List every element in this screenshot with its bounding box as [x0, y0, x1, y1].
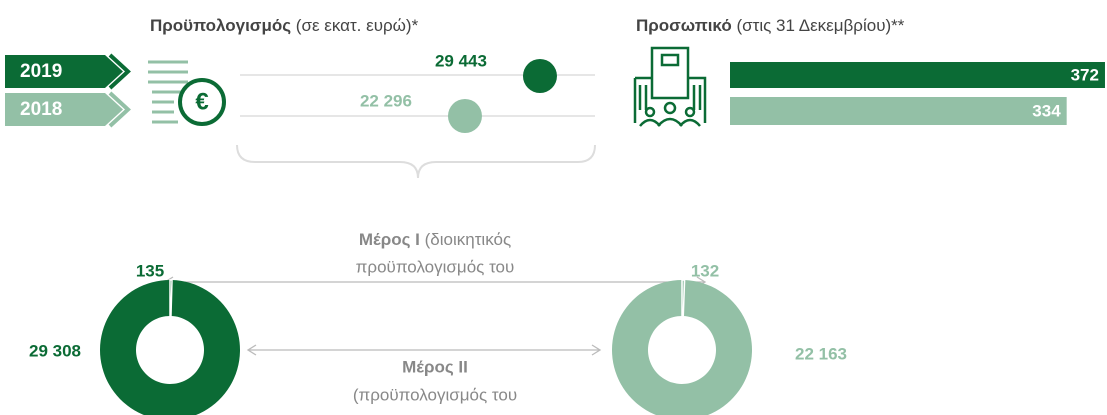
year-badge	[5, 93, 123, 126]
budget-title: Προϋπολογισμός (σε εκατ. ευρώ)*	[150, 16, 419, 35]
part2-subtitle: (προϋπολογισμός του	[353, 385, 517, 404]
staff-title: Προσωπικό (στις 31 Δεκεμβρίου)**	[636, 16, 905, 35]
staff-value: 372	[1071, 65, 1099, 84]
brace	[236, 144, 596, 179]
year-badge	[5, 55, 123, 88]
building-icon	[633, 46, 707, 127]
budget-dot	[447, 99, 482, 133]
budget-value: 29 443	[435, 51, 487, 70]
part2-title: Μέρος II	[402, 357, 468, 376]
coins-icon: €	[148, 60, 226, 126]
staff-value: 334	[1032, 101, 1061, 120]
svg-text:€: €	[195, 88, 208, 115]
staff-bar	[730, 97, 1067, 125]
budget-dot	[522, 59, 557, 93]
part1-title: Μέρος I (διοικητικός	[359, 230, 511, 249]
donut-slice	[681, 279, 686, 317]
donut-value: 29 308	[29, 341, 81, 360]
part1-subtitle: προϋπολογισμός του	[356, 257, 515, 276]
chevron	[108, 91, 131, 128]
donut-slice	[100, 280, 240, 415]
staff-bar	[730, 62, 1105, 88]
year-label: 2018	[20, 99, 62, 120]
year-label: 2019	[20, 61, 62, 82]
donut-slice	[612, 280, 752, 415]
budget-value: 22 296	[360, 91, 412, 110]
donut-value: 135	[136, 261, 164, 280]
donut-value: 132	[691, 261, 719, 280]
donut-slice	[169, 279, 173, 317]
donut-value: 22 163	[795, 344, 847, 363]
chevron	[108, 53, 131, 90]
